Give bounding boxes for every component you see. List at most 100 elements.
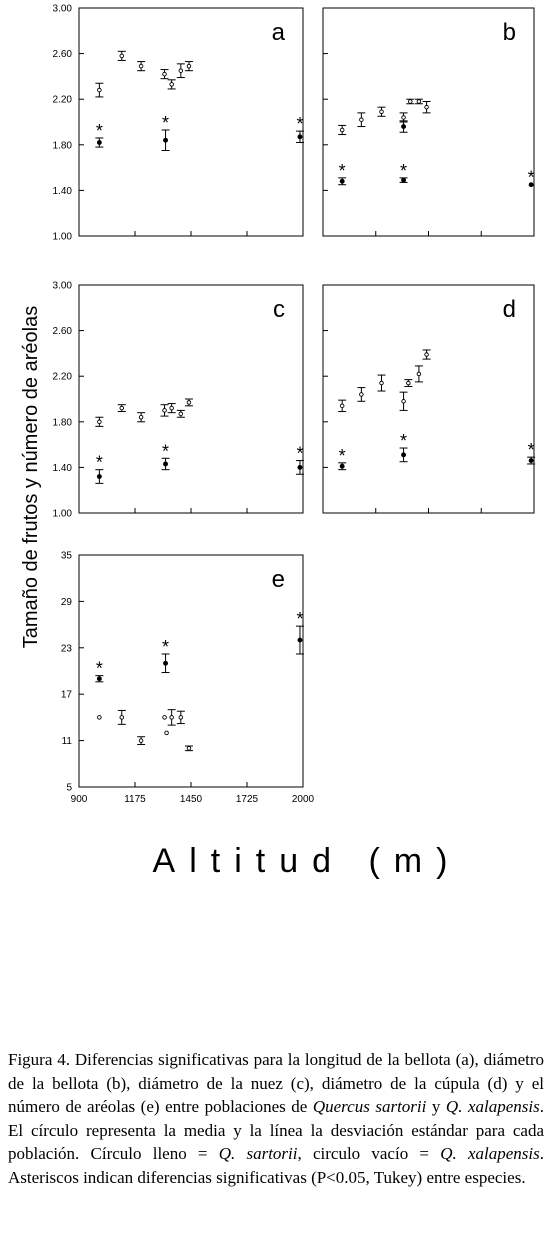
data-point-open <box>339 403 345 409</box>
x-tick-label: 900 <box>71 794 88 805</box>
caption-species: Q. xalapensis <box>440 1144 540 1163</box>
data-point-open <box>162 71 167 77</box>
caption-text: . El círculo representa la media y la lí… <box>8 1097 544 1163</box>
data-point-filled <box>297 134 303 140</box>
significance-star: * <box>162 637 169 657</box>
data-point-open <box>416 99 422 104</box>
y-axis-title: Tamaño de frutos y número de aréolas <box>20 306 42 648</box>
data-point-filled <box>297 464 303 470</box>
data-point-open <box>178 715 184 720</box>
caption-panel-d: d <box>493 1073 502 1093</box>
panel-a: 1.00 1.40 1.80 2.20 2.60 3.00 a * * * <box>53 4 304 243</box>
data-point-filled <box>96 474 102 479</box>
caption-text: ) entre poblaciones de <box>153 1097 313 1116</box>
data-point-open <box>339 127 345 133</box>
data-point-open <box>169 405 174 411</box>
caption-panel-a: a <box>461 1050 469 1069</box>
data-point-open <box>97 715 102 720</box>
significance-star: * <box>339 161 346 181</box>
significance-star: * <box>96 453 103 473</box>
caption-text: y <box>426 1097 446 1116</box>
panel-b: b * * * <box>322 7 535 237</box>
significance-star: * <box>162 113 169 133</box>
y-tick-label: 11 <box>62 736 73 747</box>
data-point-open <box>379 380 384 386</box>
significance-star: * <box>96 121 103 141</box>
y-tick-label: 35 <box>61 551 73 562</box>
y-tick-label: 1.40 <box>53 463 73 474</box>
caption-text: ), diámetro de la cúpula ( <box>304 1073 494 1093</box>
data-point-filled <box>96 140 102 145</box>
significance-star: * <box>96 659 103 679</box>
data-point-filled <box>163 660 168 666</box>
y-tick-label: 1.00 <box>53 232 73 243</box>
data-point-filled <box>401 452 407 458</box>
data-point-open <box>416 371 422 377</box>
y-tick-label: 17 <box>61 690 73 701</box>
significance-star: * <box>296 444 303 464</box>
significance-star: * <box>400 161 407 181</box>
caption-panel-e: e <box>146 1097 154 1116</box>
y-tick-label: 1.40 <box>53 186 73 197</box>
significance-star: * <box>162 441 169 461</box>
data-point-open <box>162 408 167 413</box>
caption-text: ), diámetro de la nuez ( <box>120 1073 297 1093</box>
data-point-open <box>178 68 184 73</box>
data-point-open <box>379 109 384 114</box>
data-point-open <box>186 400 192 405</box>
figure-panels: 1.00 1.40 1.80 2.20 2.60 3.00 a * * * b * * * 1.00 1.40… <box>20 4 536 880</box>
data-point-filled <box>297 637 303 643</box>
y-tick-label: 2.20 <box>53 372 73 383</box>
y-tick-label: 1.80 <box>53 417 73 428</box>
caption-text: Diferencias significativas para la longi… <box>70 1050 462 1069</box>
caption-panel-c: c <box>296 1073 305 1093</box>
y-tick-label: 2.20 <box>53 95 73 106</box>
data-point-open <box>401 399 406 404</box>
caption-species: Q. sartorii <box>218 1144 298 1163</box>
caption-text: ), diámetro de la bellota ( <box>8 1050 544 1093</box>
panel-c: 1.00 1.40 1.80 2.20 2.60 3.00 c * * * <box>53 281 304 520</box>
data-point-open <box>138 414 144 420</box>
data-point-filled <box>528 458 534 464</box>
y-tick-label: 3.00 <box>53 4 73 15</box>
data-point-open <box>164 730 169 736</box>
plot-frame <box>78 7 304 237</box>
caption-figure-label: Figura 4. <box>8 1050 71 1069</box>
data-point-filled <box>401 124 407 130</box>
y-tick-label: 1.00 <box>53 509 73 520</box>
caption-species: Quercus sartorii <box>312 1097 427 1116</box>
significance-star: * <box>528 440 535 460</box>
x-axis-title: Altitud (m) <box>153 842 462 880</box>
data-point-filled <box>339 463 345 469</box>
chart-panels: 1.00 1.40 1.80 2.20 2.60 3.00 a * * * b * * * 1.00 1.40… <box>53 4 536 806</box>
caption-text: , circulo vacío = <box>297 1144 441 1163</box>
data-point-filled <box>163 461 168 467</box>
plot-frame <box>78 554 304 788</box>
data-point-open <box>138 738 144 743</box>
data-point-filled <box>96 676 102 682</box>
data-point-open <box>401 115 406 120</box>
y-tick-label: 2.60 <box>53 326 73 337</box>
data-point-open <box>406 380 411 386</box>
data-point-open <box>169 82 174 87</box>
data-point-open <box>97 87 102 93</box>
data-point-filled <box>339 178 345 184</box>
y-tick-label: 29 <box>61 597 73 608</box>
x-tick-label: 2000 <box>292 794 315 805</box>
significance-star: * <box>296 114 303 134</box>
figure-caption: Figura 4. Diferencias significativas par… <box>8 1048 544 1189</box>
data-point-open <box>408 99 413 104</box>
caption-text: ) y el número de aréolas ( <box>8 1073 544 1117</box>
data-point-open <box>186 746 192 751</box>
data-point-open <box>169 715 174 720</box>
y-tick-label: 1.80 <box>53 140 73 151</box>
caption-species: Q. xalapensis <box>445 1097 540 1116</box>
panel-label: a <box>272 19 286 46</box>
x-tick-label: 1175 <box>124 794 146 805</box>
data-point-filled <box>163 137 168 143</box>
data-point-open <box>97 419 102 425</box>
significance-star: * <box>400 431 407 451</box>
panel-label: e <box>272 566 285 593</box>
panel-e: 5 11 17 23 29 35 900 1175 1450 1725 2000 e * * * <box>61 551 315 806</box>
data-point-open <box>424 104 429 110</box>
